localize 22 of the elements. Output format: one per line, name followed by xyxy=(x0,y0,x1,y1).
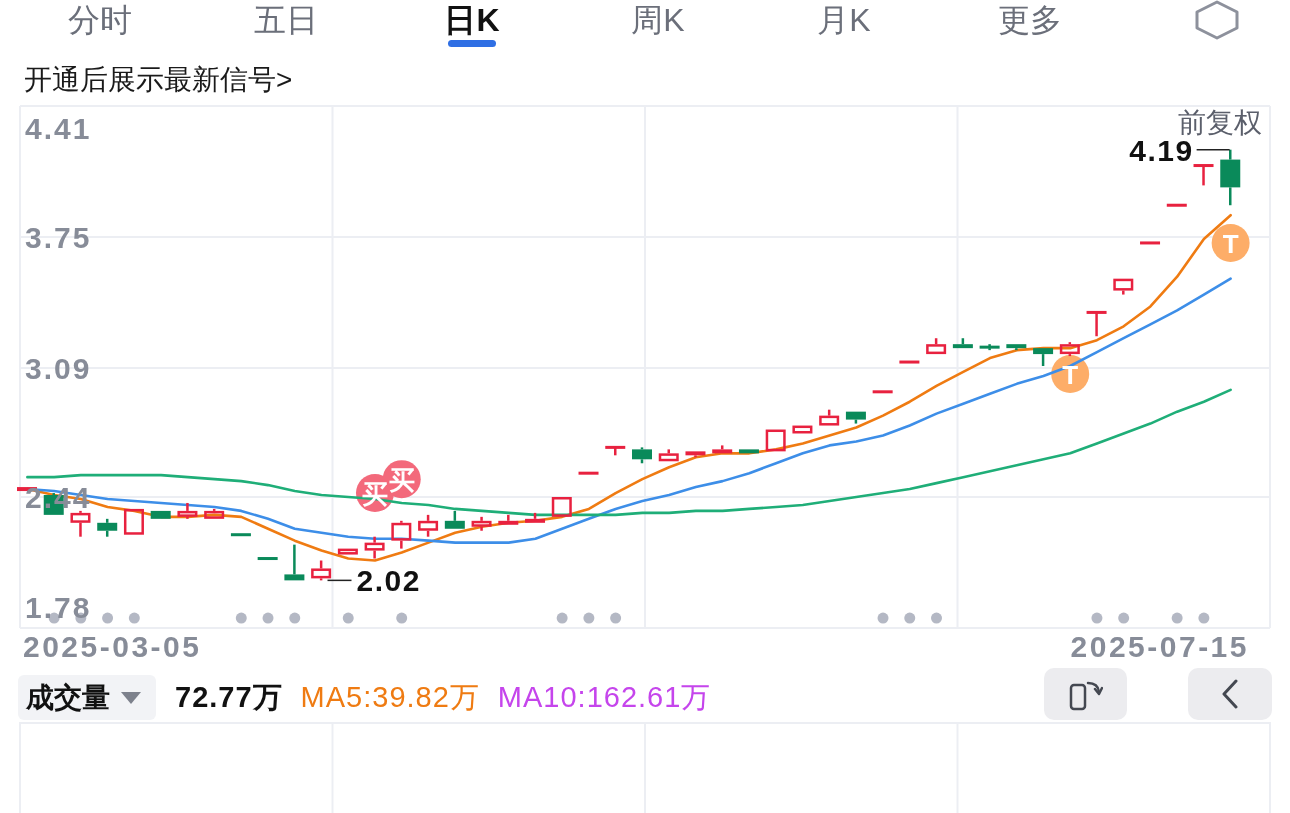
text: 五日 xyxy=(254,2,318,38)
text: MA5:39.82万 xyxy=(300,680,480,713)
text: 月K xyxy=(817,2,871,38)
y-tick-label: 3.75 xyxy=(25,220,92,254)
text: 2025-07-15 xyxy=(1070,630,1249,663)
text: 周K xyxy=(631,2,685,38)
annotation: 2.02 xyxy=(356,563,421,597)
annotation: 前复权 xyxy=(1178,107,1262,138)
y-tick-label: 3.09 xyxy=(25,351,92,385)
data-label: T xyxy=(1062,359,1079,390)
text: 72.77万 xyxy=(175,680,283,713)
chart-subtitle: 开通后展示最新信号> xyxy=(24,64,293,95)
y-tick-label: 4.41 xyxy=(25,111,92,145)
dropdown: 成交量 xyxy=(18,675,156,720)
text: 2025-03-05 xyxy=(23,630,202,663)
data-label: 买 xyxy=(388,465,415,496)
text: 分时 xyxy=(68,2,132,38)
text: 日K xyxy=(444,2,500,38)
text: 更多 xyxy=(998,2,1062,38)
data-label: T xyxy=(1222,228,1239,259)
text: MA10:162.61万 xyxy=(497,680,712,713)
y-tick-label: 1.78 xyxy=(25,590,92,624)
